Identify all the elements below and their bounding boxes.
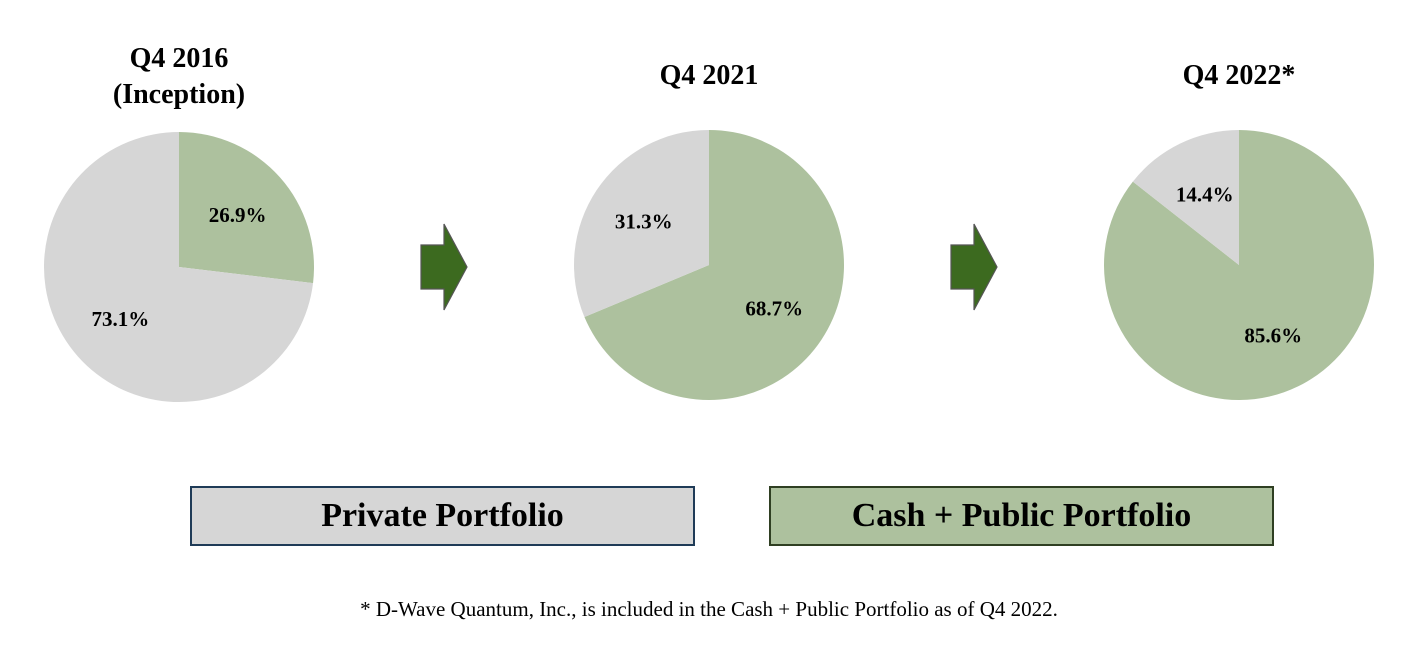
pie-slice-public xyxy=(1103,130,1374,401)
pie-title-q4-2021: Q4 2021 xyxy=(660,60,759,91)
legend-private-portfolio: Private Portfolio xyxy=(190,486,695,546)
pie-chart-q4-2016: Q4 2016 (Inception) 26.9% 73.1% xyxy=(44,43,315,403)
pie-data-label: 26.9% xyxy=(209,203,267,227)
right-arrow-icon xyxy=(420,223,468,311)
pie-slice-private xyxy=(574,130,709,318)
pie-chart-q4-2022: Q4 2022* 85.6% 14.4% xyxy=(1103,60,1374,401)
pie-slice-private xyxy=(44,132,314,403)
pie-slice-public xyxy=(584,130,845,401)
footnote: * D-Wave Quantum, Inc., is included in t… xyxy=(360,597,1058,621)
pie-title-q4-2022: Q4 2022* xyxy=(1183,60,1296,91)
pie-title-q4-2016: Q4 2016 xyxy=(130,43,229,74)
pie-subtitle-q4-2016: (Inception) xyxy=(113,79,245,110)
pie-data-label: 14.4% xyxy=(1176,183,1234,207)
legend-cash-public-portfolio: Cash + Public Portfolio xyxy=(769,486,1274,546)
legend-private-label: Private Portfolio xyxy=(321,497,564,534)
right-arrow-icon xyxy=(950,223,998,311)
pie-data-label: 73.1% xyxy=(92,307,150,331)
legend-public-label: Cash + Public Portfolio xyxy=(851,497,1192,534)
pie-data-label: 85.6% xyxy=(1244,323,1302,347)
pie-chart-q4-2021: Q4 2021 68.7% 31.3% xyxy=(574,60,845,401)
pie-data-label: 31.3% xyxy=(615,210,673,234)
pie-slice-private xyxy=(1132,130,1239,265)
pie-slice-public xyxy=(179,132,315,284)
pie-data-label: 68.7% xyxy=(745,296,803,320)
